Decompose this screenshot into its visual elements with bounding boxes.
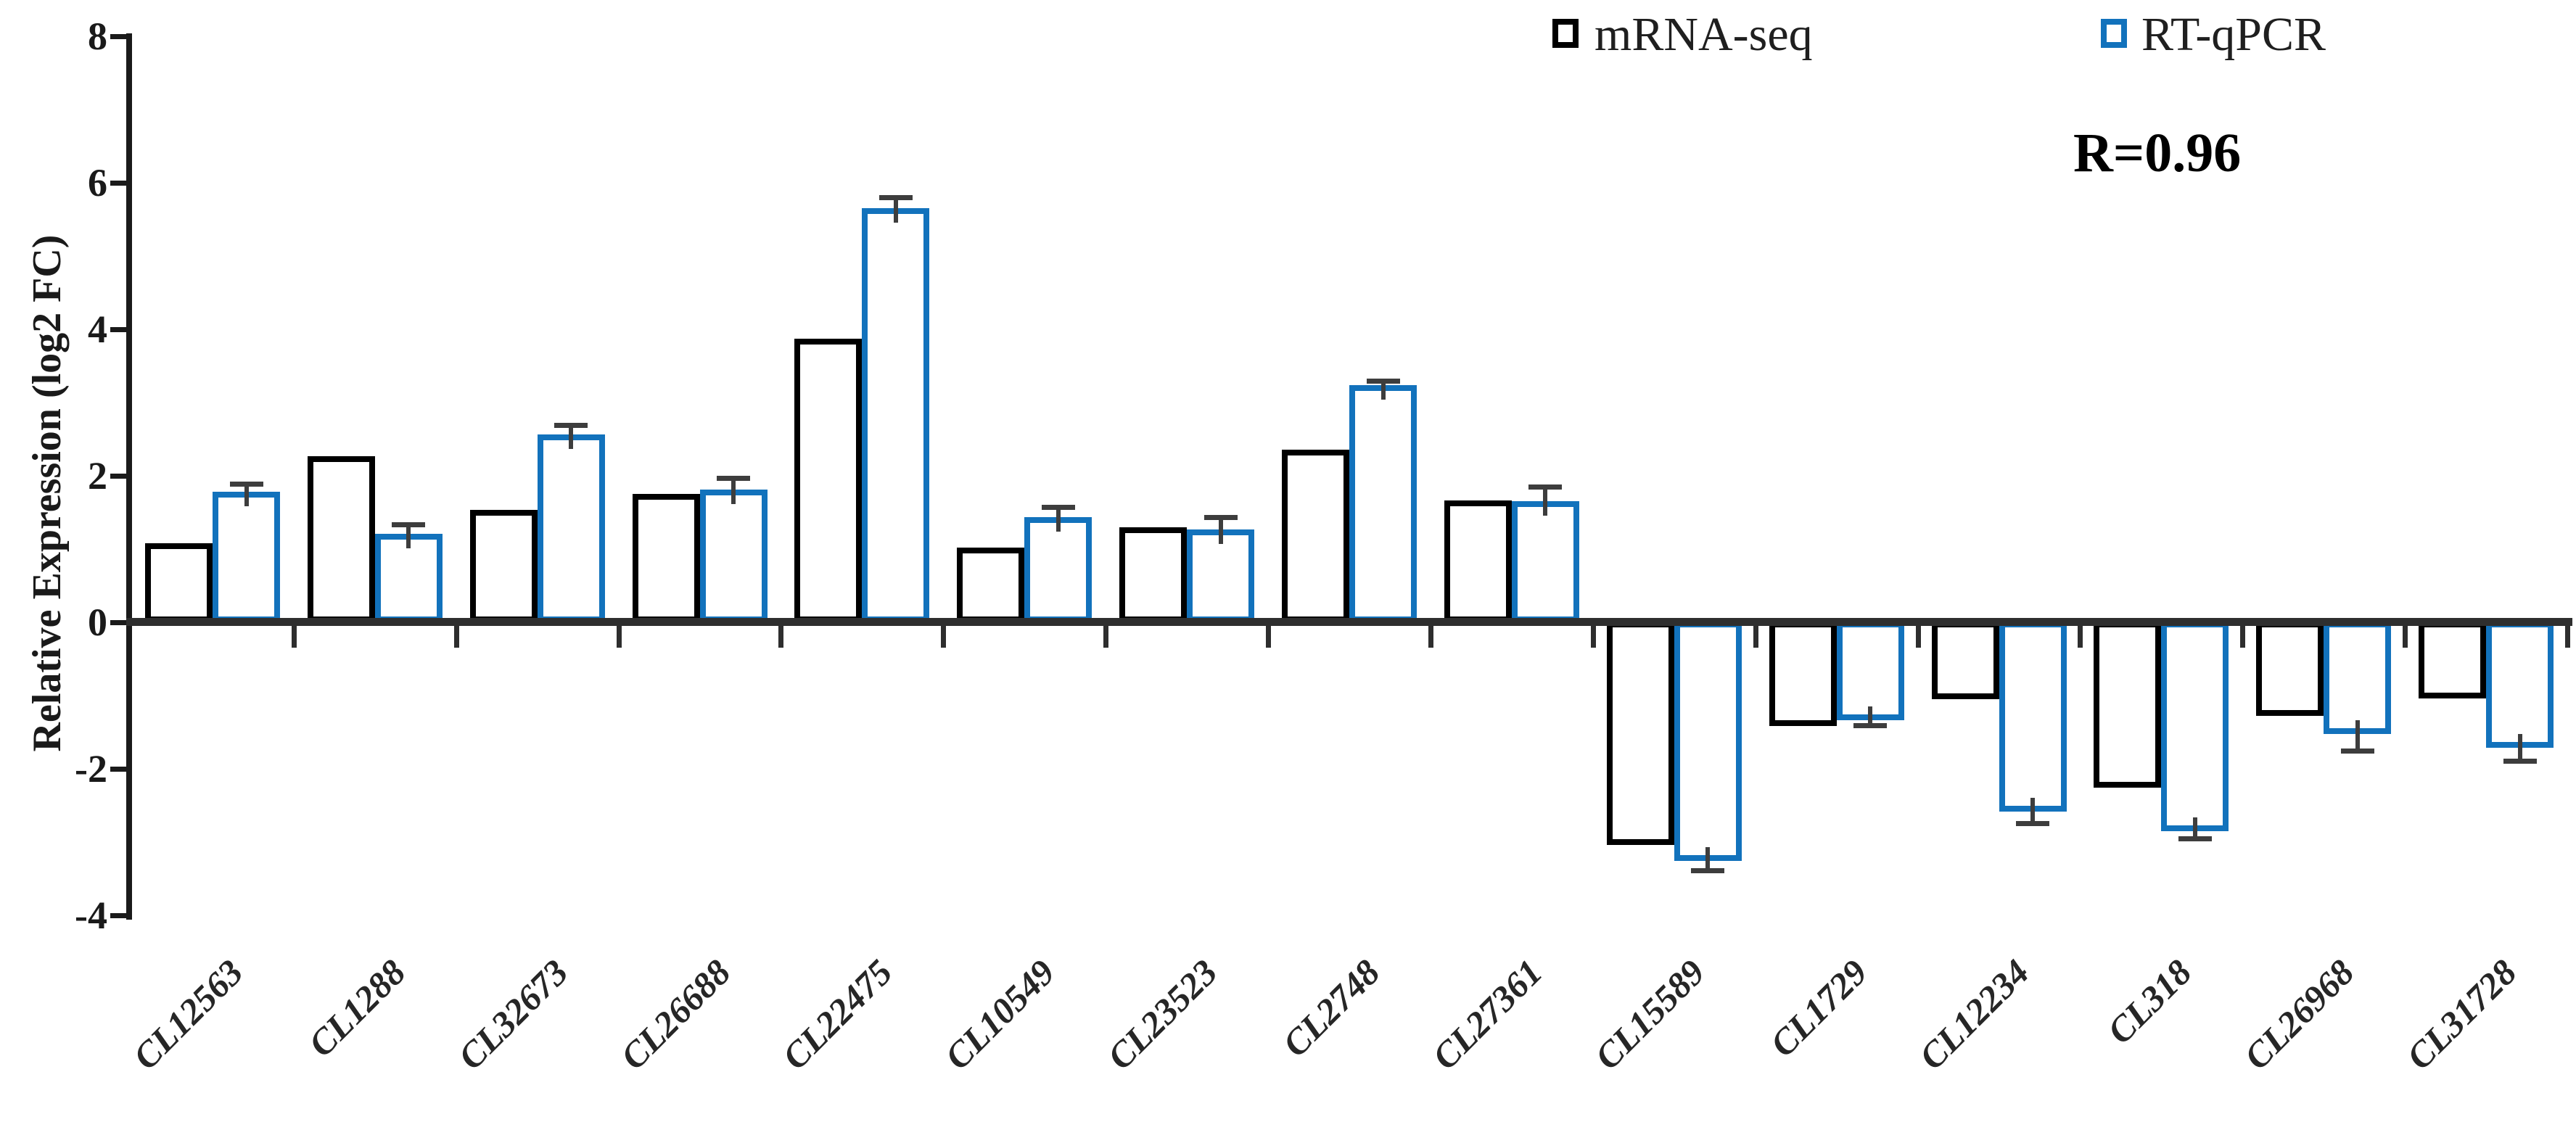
x-tick-mark (453, 626, 459, 648)
x-tick-mark (1590, 626, 1596, 648)
y-tick-mark (110, 34, 132, 39)
y-tick-mark (110, 620, 132, 625)
error-bar-line (1868, 706, 1873, 726)
bar-mrna-seq (2419, 622, 2487, 698)
x-tick-mark (2565, 626, 2570, 648)
y-tick-mark (110, 327, 132, 332)
y-tick-mark (110, 181, 132, 186)
legend-swatch-mrna-seq (1552, 19, 1579, 48)
error-bar-cap (229, 482, 263, 487)
x-tick-mark (291, 626, 297, 648)
bar-mrna-seq (469, 510, 538, 623)
error-bar-cap (2340, 748, 2374, 754)
error-bar-line (1218, 516, 1223, 544)
x-tick-mark (941, 626, 947, 648)
bar-mrna-seq (307, 455, 375, 622)
error-bar-cap (554, 423, 588, 429)
bar-rt-qpcr (213, 492, 280, 623)
error-bar-line (1705, 847, 1711, 871)
legend-label-rt-qpcr: RT-qPCR (2141, 8, 2326, 61)
bar-mrna-seq (1769, 622, 1837, 726)
error-bar-cap (1528, 484, 1563, 490)
x-tick-mark (1428, 626, 1433, 648)
error-bar-line (2192, 817, 2197, 838)
x-tick-mark (2240, 626, 2246, 648)
error-bar-line (2030, 797, 2036, 823)
bar-mrna-seq (145, 543, 213, 622)
bar-rt-qpcr (537, 434, 605, 623)
error-bar-line (893, 197, 898, 223)
bar-rt-qpcr (2161, 622, 2229, 831)
bar-mrna-seq (957, 547, 1025, 622)
y-tick-label: 6 (88, 161, 107, 205)
y-tick-label: 2 (88, 454, 107, 498)
y-tick-mark (110, 474, 132, 479)
y-tick-mark (110, 913, 132, 918)
x-tick-mark (616, 626, 622, 648)
bar-mrna-seq (1282, 449, 1350, 622)
y-tick-label: 8 (88, 15, 107, 58)
error-bar-cap (1691, 868, 1725, 874)
legend-label-mrna-seq: mRNA-seq (1594, 8, 1813, 61)
bar-mrna-seq (2256, 622, 2324, 716)
error-bar-cap (1203, 514, 1238, 520)
x-tick-mark (1103, 626, 1109, 648)
bar-rt-qpcr (374, 533, 443, 622)
error-bar-line (1380, 380, 1386, 400)
bar-rt-qpcr (862, 208, 930, 623)
x-tick-mark (1266, 626, 1272, 648)
error-bar-line (1543, 487, 1548, 516)
correlation-annotation: R=0.96 (2073, 123, 2242, 183)
x-category-label: CL12563 (125, 952, 251, 1078)
x-tick-mark (1915, 626, 1921, 648)
y-tick-label: -2 (75, 747, 107, 791)
error-bar-cap (2016, 820, 2050, 826)
x-tick-mark (778, 626, 784, 648)
bar-rt-qpcr (2324, 622, 2392, 734)
error-bar-cap (2503, 758, 2537, 764)
bar-rt-qpcr (699, 490, 768, 623)
error-bar-line (1055, 507, 1061, 532)
bar-mrna-seq (1931, 622, 1999, 699)
bar-rt-qpcr (1349, 384, 1417, 622)
x-tick-mark (2403, 626, 2408, 648)
error-bar-cap (1366, 378, 1400, 384)
bar-rt-qpcr (1999, 622, 2067, 812)
error-bar-cap (392, 521, 426, 527)
bar-rt-qpcr (1511, 501, 1579, 623)
y-tick-label: 0 (88, 601, 107, 644)
y-tick-mark (110, 767, 132, 772)
bar-mrna-seq (2094, 622, 2162, 788)
bar-mrna-seq (1444, 500, 1512, 623)
error-bar-cap (2178, 836, 2212, 841)
error-bar-cap (878, 195, 913, 201)
error-bar-cap (1853, 723, 1888, 729)
y-tick-label: -4 (75, 894, 107, 937)
error-bar-cap (717, 476, 751, 482)
error-bar-line (569, 425, 574, 450)
legend-swatch-rt-qpcr (2101, 19, 2127, 48)
error-bar-line (2517, 733, 2522, 761)
x-tick-mark (1753, 626, 1758, 648)
bar-mrna-seq (794, 339, 863, 623)
x-axis-baseline (126, 618, 2572, 626)
error-bar-line (731, 478, 736, 505)
bar-mrna-seq (1119, 527, 1188, 622)
bar-rt-qpcr (2486, 622, 2554, 748)
bar-rt-qpcr (1836, 622, 1904, 720)
x-tick-mark (2078, 626, 2083, 648)
error-bar-line (406, 524, 411, 548)
error-bar-line (2355, 719, 2360, 751)
bar-mrna-seq (1606, 622, 1674, 845)
bar-rt-qpcr (1674, 622, 1742, 861)
y-tick-label: 4 (88, 308, 107, 351)
bar-mrna-seq (632, 494, 700, 623)
bar-rt-qpcr (1024, 516, 1092, 622)
error-bar-line (244, 484, 249, 507)
error-bar-cap (1041, 505, 1075, 511)
